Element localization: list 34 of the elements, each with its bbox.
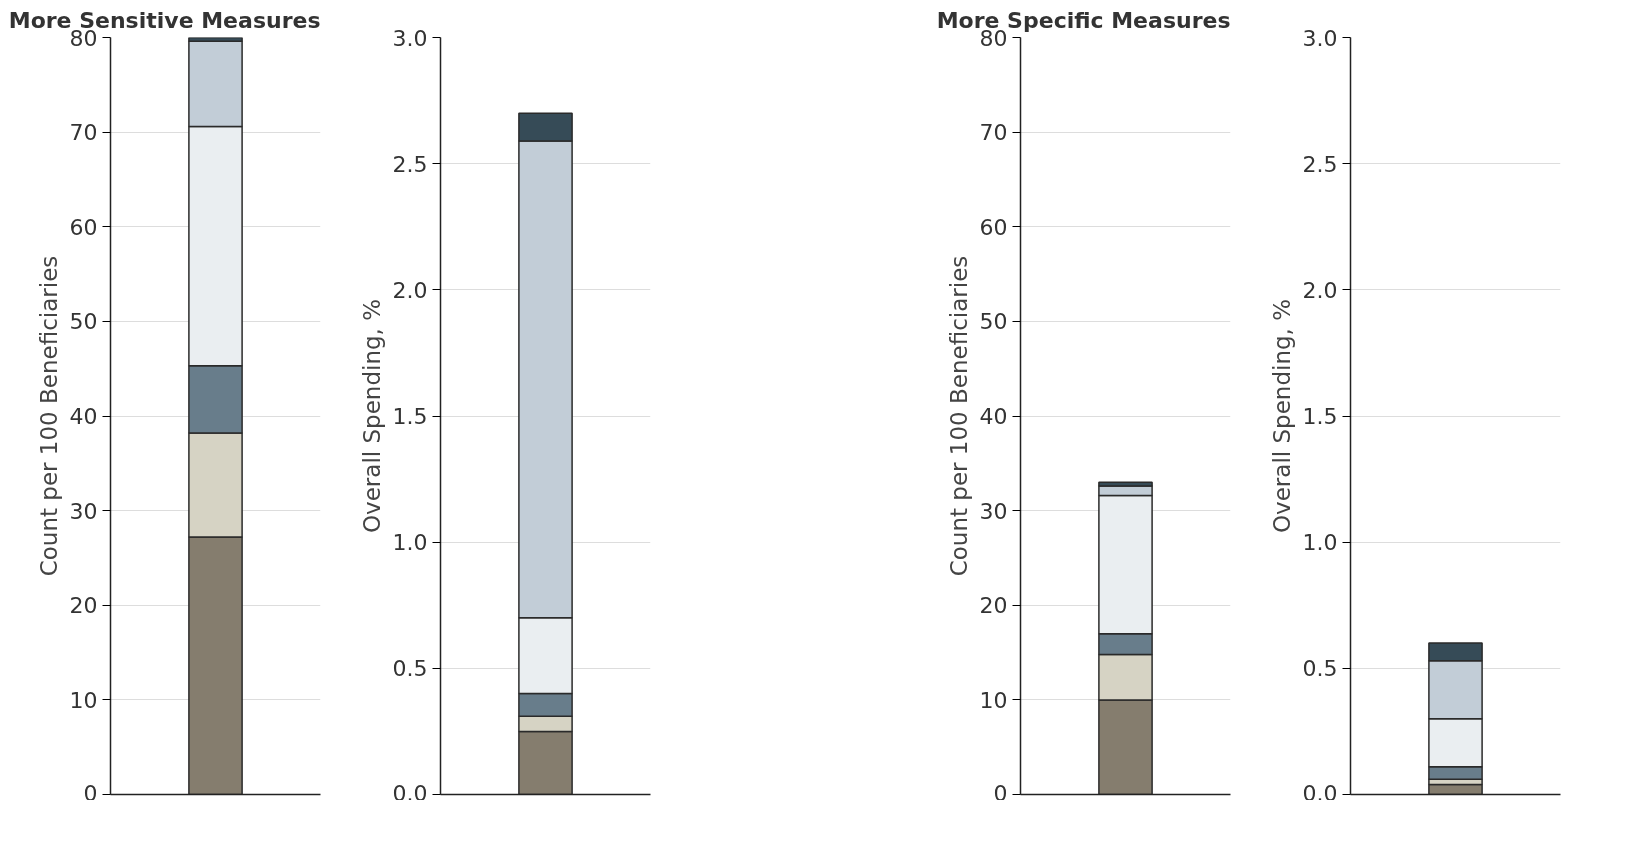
- y-tick-label: 0.0: [1302, 780, 1338, 806]
- y-tick-label: 0.5: [392, 656, 428, 682]
- y-tick-label: 10: [69, 687, 98, 713]
- y-axis-title: Count per 100 Beneficiaries: [945, 255, 972, 577]
- y-tick-label: 2.5: [392, 151, 428, 177]
- y-tick-label: 0: [993, 780, 1008, 806]
- y-tick-label: 20: [979, 593, 1008, 619]
- y-tick-label: 3.0: [1302, 25, 1338, 51]
- y-tick-label: 50: [979, 309, 1008, 335]
- y-tick-label: 50: [69, 309, 98, 335]
- y-tick-label: 2.0: [1302, 277, 1338, 303]
- y-tick-label: 1.0: [392, 530, 428, 556]
- y-tick-label: 30: [69, 498, 98, 524]
- y-tick-label: 60: [69, 214, 98, 240]
- y-tick-label: 2.0: [392, 277, 428, 303]
- y-tick-label: 40: [69, 404, 98, 429]
- y-tick-label: 1.5: [392, 404, 428, 429]
- y-tick-label: 1.0: [1302, 530, 1338, 556]
- y-axis-title: Count per 100 Beneficiaries: [35, 255, 62, 577]
- y-tick-label: 10: [979, 687, 1008, 713]
- y-axis-title: Overall Spending, %: [358, 298, 385, 534]
- y-tick-label: 0.0: [392, 780, 428, 806]
- y-tick-label: 40: [979, 404, 1008, 429]
- y-tick-label: 70: [979, 120, 1008, 146]
- y-tick-label: 3.0: [392, 25, 428, 51]
- y-axis-title: Overall Spending, %: [1268, 298, 1295, 534]
- y-tick-label: 60: [979, 214, 1008, 240]
- y-tick-label: 2.5: [1302, 151, 1338, 177]
- y-tick-label: 70: [69, 120, 98, 146]
- y-tick-label: 0: [83, 780, 98, 806]
- y-tick-label: 1.5: [1302, 404, 1338, 429]
- y-tick-label: 20: [69, 593, 98, 619]
- y-tick-label: 30: [979, 498, 1008, 524]
- y-tick-label: 0.5: [1302, 656, 1338, 682]
